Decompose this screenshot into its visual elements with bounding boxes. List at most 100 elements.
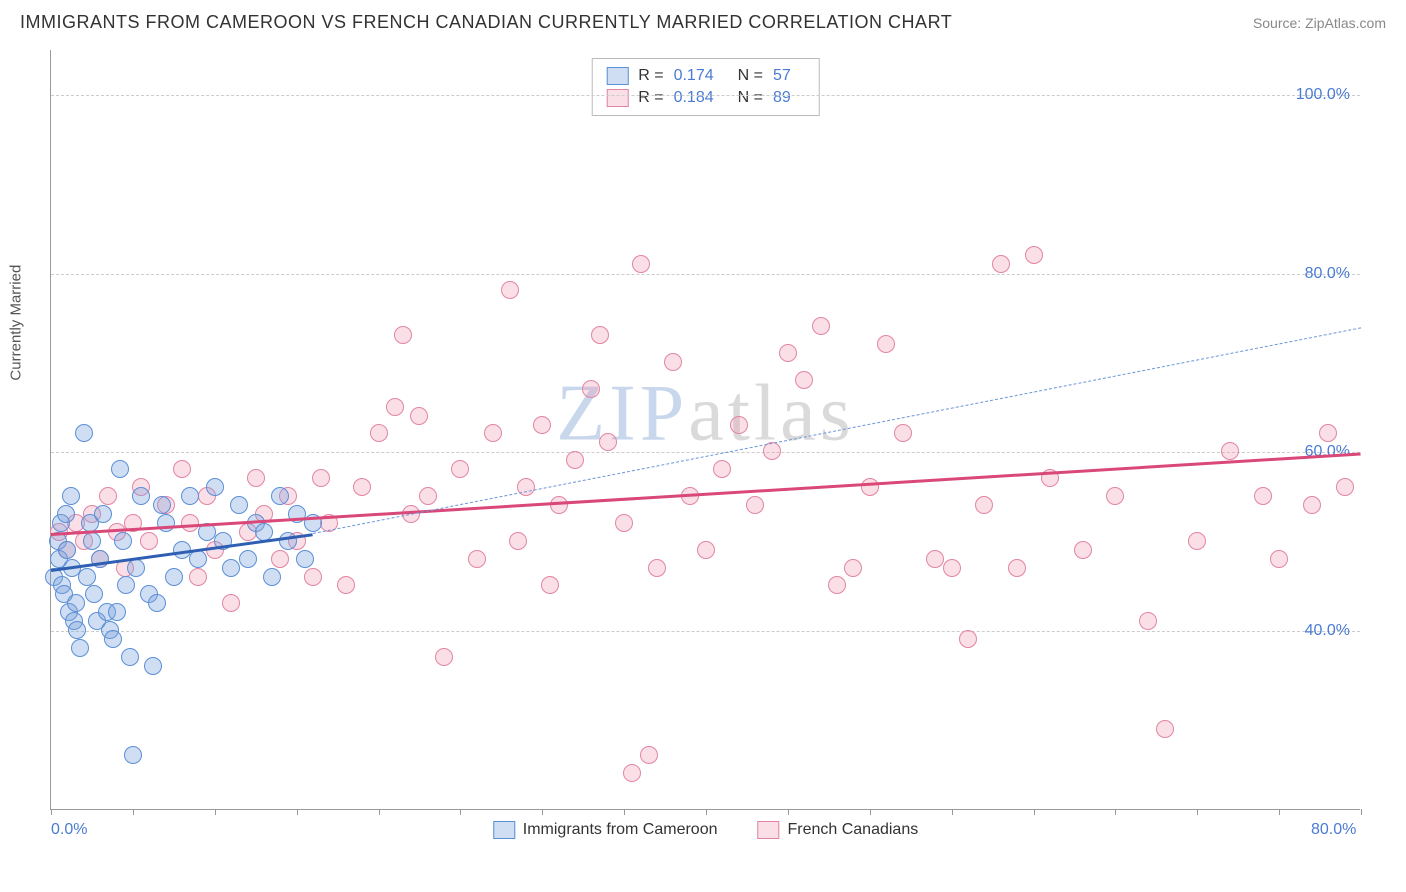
scatter-point-cameroon xyxy=(85,585,103,603)
scatter-point-cameroon xyxy=(181,487,199,505)
scatter-point-cameroon xyxy=(263,568,281,586)
scatter-point-cameroon xyxy=(117,576,135,594)
scatter-point-french_canadian xyxy=(337,576,355,594)
scatter-point-french_canadian xyxy=(247,469,265,487)
x-tick xyxy=(379,809,380,815)
scatter-point-french_canadian xyxy=(648,559,666,577)
x-tick-label: 0.0% xyxy=(51,821,87,839)
scatter-point-french_canadian xyxy=(828,576,846,594)
scatter-point-french_canadian xyxy=(1319,424,1337,442)
scatter-point-french_canadian xyxy=(501,281,519,299)
scatter-point-french_canadian xyxy=(386,398,404,416)
scatter-point-cameroon xyxy=(271,487,289,505)
scatter-point-french_canadian xyxy=(353,478,371,496)
scatter-point-french_canadian xyxy=(181,514,199,532)
scatter-point-french_canadian xyxy=(844,559,862,577)
scatter-point-french_canadian xyxy=(861,478,879,496)
x-tick xyxy=(215,809,216,815)
scatter-point-cameroon xyxy=(108,603,126,621)
scatter-point-cameroon xyxy=(124,746,142,764)
gridline xyxy=(51,631,1360,632)
scatter-point-french_canadian xyxy=(582,380,600,398)
scatter-point-french_canadian xyxy=(1221,442,1239,460)
scatter-point-cameroon xyxy=(153,496,171,514)
scatter-point-cameroon xyxy=(144,657,162,675)
legend-swatch xyxy=(757,821,779,839)
scatter-point-cameroon xyxy=(104,630,122,648)
scatter-point-french_canadian xyxy=(1254,487,1272,505)
x-tick xyxy=(51,809,52,815)
scatter-point-french_canadian xyxy=(1106,487,1124,505)
scatter-point-french_canadian xyxy=(746,496,764,514)
stat-n-value: 57 xyxy=(773,67,791,85)
scatter-point-french_canadian xyxy=(779,344,797,362)
scatter-point-french_canadian xyxy=(943,559,961,577)
x-tick xyxy=(460,809,461,815)
stat-n-label: N = xyxy=(738,89,763,107)
scatter-point-french_canadian xyxy=(451,460,469,478)
scatter-point-french_canadian xyxy=(615,514,633,532)
scatter-point-cameroon xyxy=(230,496,248,514)
stat-n-value: 89 xyxy=(773,89,791,107)
scatter-point-cameroon xyxy=(127,559,145,577)
scatter-point-french_canadian xyxy=(599,433,617,451)
x-tick xyxy=(870,809,871,815)
x-tick xyxy=(1361,809,1362,815)
scatter-point-french_canadian xyxy=(410,407,428,425)
scatter-point-french_canadian xyxy=(370,424,388,442)
gridline xyxy=(51,452,1360,453)
scatter-point-french_canadian xyxy=(99,487,117,505)
legend-swatch xyxy=(606,89,628,107)
scatter-point-cameroon xyxy=(296,550,314,568)
scatter-point-french_canadian xyxy=(1270,550,1288,568)
scatter-point-cameroon xyxy=(239,550,257,568)
scatter-point-french_canadian xyxy=(1188,532,1206,550)
x-tick xyxy=(133,809,134,815)
x-tick-label: 80.0% xyxy=(1311,821,1356,839)
scatter-point-cameroon xyxy=(148,594,166,612)
legend-label: French Canadians xyxy=(787,821,918,839)
scatter-point-french_canadian xyxy=(541,576,559,594)
y-tick-label: 100.0% xyxy=(1296,86,1350,104)
scatter-point-french_canadian xyxy=(312,469,330,487)
y-tick-label: 80.0% xyxy=(1305,265,1350,283)
scatter-point-french_canadian xyxy=(894,424,912,442)
y-axis-label: Currently Married xyxy=(8,264,25,380)
legend-stat-row-french_canadian: R = 0.184 N = 89 xyxy=(606,87,805,109)
stat-r-value: 0.184 xyxy=(674,89,714,107)
scatter-point-french_canadian xyxy=(509,532,527,550)
scatter-point-french_canadian xyxy=(877,335,895,353)
scatter-point-cameroon xyxy=(57,505,75,523)
scatter-point-french_canadian xyxy=(812,317,830,335)
legend-item-cameroon: Immigrants from Cameroon xyxy=(493,821,718,839)
scatter-point-cameroon xyxy=(222,559,240,577)
legend-stats: R = 0.174 N = 57 R = 0.184 N = 89 xyxy=(591,58,820,116)
scatter-point-cameroon xyxy=(165,568,183,586)
scatter-point-cameroon xyxy=(62,487,80,505)
gridline xyxy=(51,274,1360,275)
scatter-point-french_canadian xyxy=(640,746,658,764)
stat-r-value: 0.174 xyxy=(674,67,714,85)
scatter-point-french_canadian xyxy=(140,532,158,550)
x-tick xyxy=(1034,809,1035,815)
scatter-point-french_canadian xyxy=(992,255,1010,273)
scatter-point-cameroon xyxy=(94,505,112,523)
x-tick xyxy=(952,809,953,815)
scatter-point-cameroon xyxy=(78,568,96,586)
scatter-point-cameroon xyxy=(114,532,132,550)
scatter-point-cameroon xyxy=(67,594,85,612)
chart-plot-area: Currently Married ZIPatlas R =0.174N =57… xyxy=(50,50,1360,810)
stat-r-label: R = xyxy=(638,89,663,107)
scatter-point-french_canadian xyxy=(623,764,641,782)
x-tick xyxy=(542,809,543,815)
chart-title: IMMIGRANTS FROM CAMEROON VS FRENCH CANAD… xyxy=(20,12,952,33)
scatter-point-cameroon xyxy=(132,487,150,505)
stat-n-label: N = xyxy=(738,67,763,85)
scatter-point-cameroon xyxy=(71,639,89,657)
scatter-point-cameroon xyxy=(121,648,139,666)
scatter-point-french_canadian xyxy=(566,451,584,469)
scatter-point-french_canadian xyxy=(730,416,748,434)
scatter-point-french_canadian xyxy=(222,594,240,612)
x-tick xyxy=(624,809,625,815)
scatter-point-french_canadian xyxy=(1139,612,1157,630)
